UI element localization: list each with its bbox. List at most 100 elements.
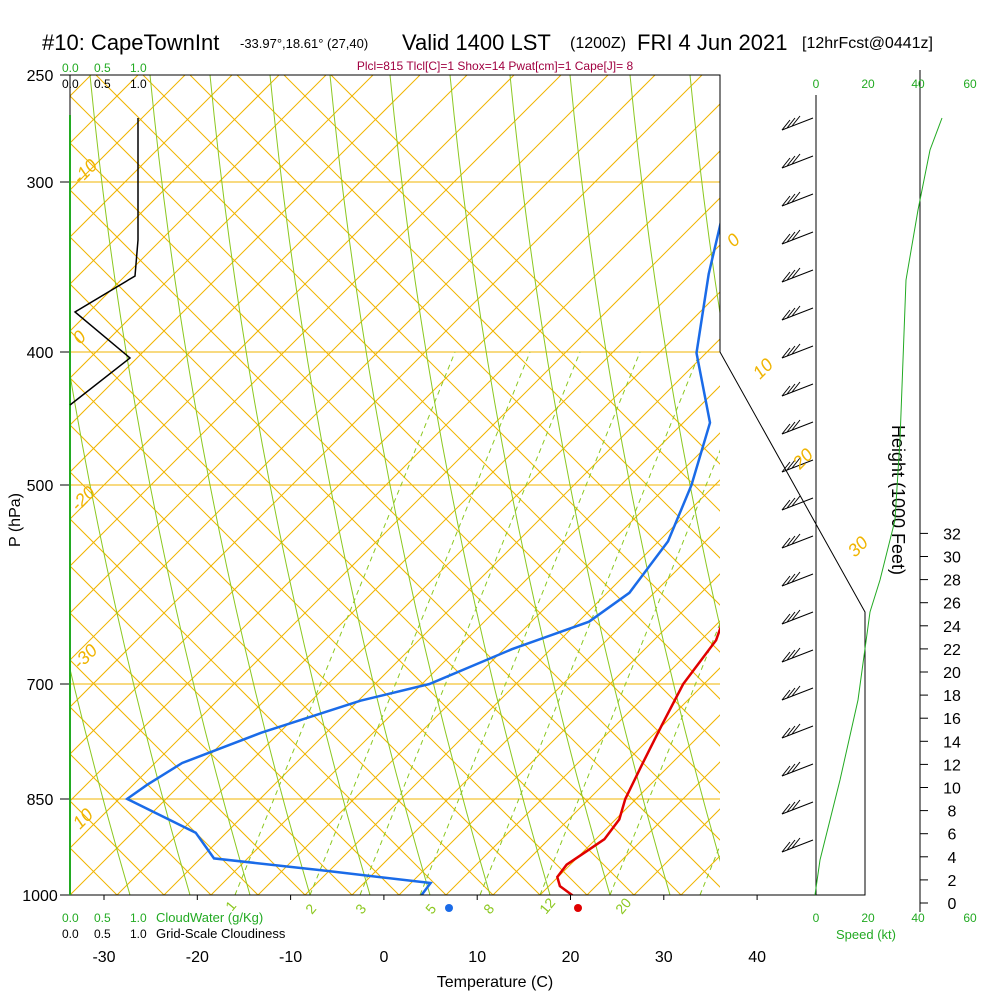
isotherm-line [539, 714, 720, 895]
wind-barb-feather [786, 307, 796, 319]
dry-adiabat-orange-line [189, 75, 720, 606]
isotherm-line [70, 75, 468, 473]
temperature-tick-label: -10 [279, 949, 302, 966]
wind-barb-feather [791, 723, 801, 735]
wind-barb-feather [791, 609, 801, 621]
wind-barb-feather [786, 421, 796, 433]
speed-top-tick: 0 [813, 77, 820, 91]
wind-barb-feather [791, 343, 801, 355]
height-tick-label: 24 [943, 619, 961, 636]
wind-barb-feather [786, 231, 796, 243]
wind-barb [781, 837, 814, 853]
pressure-tick-label: 700 [27, 677, 54, 694]
wind-barb-feather [791, 837, 801, 849]
isotherm-line [257, 432, 720, 895]
isotherm-label: 0 [723, 230, 744, 251]
height-tick-label: 6 [948, 827, 957, 844]
sounding-profiles [124, 220, 720, 895]
wind-barb-feather [791, 457, 801, 469]
wind-barb-feather [786, 497, 796, 509]
pressure-tick-label: 850 [27, 792, 54, 809]
dry-adiabat-orange-line [95, 75, 720, 700]
dry-adiabat-orange-line [70, 330, 635, 895]
height-tick-label: 0 [948, 896, 957, 913]
moist-adiabat-line [0, 75, 10, 895]
moist-adiabat-line [209, 75, 371, 895]
isotherm-line [163, 338, 720, 895]
wind-barb [781, 761, 814, 777]
speed-bottom-tick: 20 [861, 911, 875, 925]
wind-barb-feather [791, 305, 801, 317]
height-axis-title: Height (1000 Feet) [888, 425, 908, 575]
dry-adiabat-orange-line [70, 565, 400, 895]
height-tick-label: 10 [943, 781, 961, 798]
isotherm-label: 20 [788, 445, 817, 474]
dry-adiabat-orange-line [70, 424, 541, 895]
wind-barb-feather [786, 383, 796, 395]
isotherm-label: 0 [69, 327, 90, 348]
wind-barb [781, 685, 814, 701]
dry-adiabat-orange-line [70, 377, 588, 895]
wind-barb-feather [791, 419, 801, 431]
isotherm-line [70, 75, 327, 332]
wind-barb [781, 647, 814, 663]
wind-barb-feather [791, 229, 801, 241]
wind-barb-feather [781, 499, 791, 511]
wind-barb-feather [791, 571, 801, 583]
isotherm-line [70, 197, 720, 849]
isotherm-line [304, 479, 720, 895]
isotherm-line [70, 75, 233, 238]
wind-barb [781, 609, 814, 625]
mixing-ratio-line [359, 351, 581, 895]
moist-adiabat-line [329, 75, 491, 895]
mixing-ratio-label: 8 [480, 901, 497, 917]
isotherm-label: -10 [69, 155, 102, 188]
temperature-line [555, 625, 720, 895]
x-axis-title: Temperature (C) [437, 974, 553, 991]
isotherm-line [351, 526, 720, 895]
mixing-ratio-label: 2 [302, 901, 319, 917]
pressure-tick-label: 1000 [22, 888, 58, 905]
isotherm-label: 10 [69, 805, 97, 833]
wind-barb-feather [786, 459, 796, 471]
wind-barb-feather [791, 685, 801, 697]
wind-barb-feather [791, 495, 801, 507]
wind-barb-feather [781, 195, 791, 207]
wind-barb-feather [781, 119, 791, 131]
wind-barb-feather [786, 345, 796, 357]
cloudwater-top-tick: 0.5 [94, 61, 111, 75]
height-tick-label: 22 [943, 642, 961, 659]
moist-adiabat-line [70, 371, 191, 895]
wind-barb-feather [786, 839, 796, 851]
mixing-ratio-line [479, 351, 701, 895]
height-tick-label: 12 [943, 757, 961, 774]
isotherm-line [70, 103, 720, 755]
wind-barb-feather [781, 309, 791, 321]
isotherm-line [492, 667, 720, 895]
isotherm-label: 30 [844, 533, 872, 561]
dry-adiabat-orange-line [70, 659, 306, 895]
wind-barb-feather [786, 155, 796, 167]
moist-adiabat-line [689, 75, 720, 317]
isotherm-line [70, 75, 374, 379]
temperature-tick-label: 10 [468, 949, 486, 966]
temperature-tick-label: 20 [562, 949, 580, 966]
wind-barb [781, 343, 814, 359]
wind-barb [781, 419, 814, 435]
wind-barb [781, 191, 814, 207]
wind-barb-feather [781, 537, 791, 549]
wind-barb [781, 115, 814, 131]
isotherm-line [210, 385, 720, 895]
wind-barb-feather [786, 801, 796, 813]
speed-top-tick: 20 [861, 77, 875, 91]
temperature-tick-label: -30 [92, 949, 115, 966]
speed-label: Speed (kt) [836, 927, 896, 942]
pressure-tick-label: 500 [27, 478, 54, 495]
dry-adiabat-orange-line [70, 189, 720, 841]
pressure-tick-label: 300 [27, 175, 54, 192]
dry-adiabat-orange-line [236, 75, 720, 559]
moist-adiabat-line [389, 75, 551, 895]
mixing-ratio-label: 20 [612, 895, 634, 917]
mixing-ratio-label: 12 [536, 895, 558, 917]
wind-barb-feather [786, 269, 796, 281]
